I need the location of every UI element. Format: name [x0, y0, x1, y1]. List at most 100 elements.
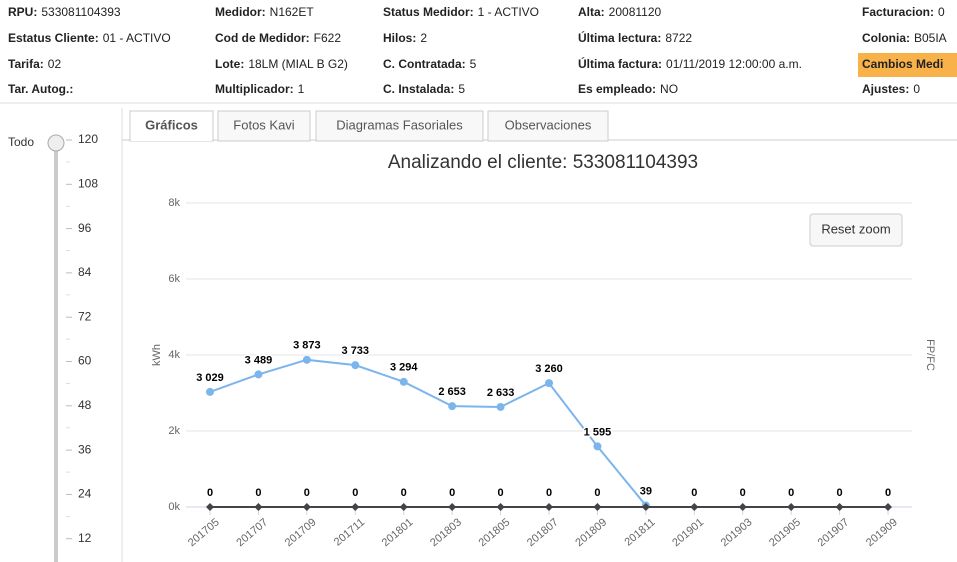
- tab[interactable]: [315, 110, 484, 142]
- point: [884, 503, 893, 511]
- tab-label[interactable]: Diagramas Fasoriales: [336, 117, 463, 132]
- field-value: 0: [913, 82, 920, 96]
- field-value: F622: [314, 31, 342, 45]
- field-value: 5: [458, 82, 465, 96]
- field-label: Cod de Medidor:: [215, 31, 310, 45]
- tab-label[interactable]: Observaciones: [505, 117, 592, 132]
- field-label: Status Medidor:: [383, 5, 474, 19]
- point: [641, 503, 650, 511]
- point: [448, 503, 457, 511]
- highlight-cell[interactable]: [858, 53, 957, 77]
- tab[interactable]: [487, 110, 609, 142]
- field-label: C. Contratada:: [383, 57, 466, 71]
- header-field: Alta: 20081120: [578, 5, 661, 19]
- point: [448, 402, 457, 411]
- field-value: 01/11/2019 12:00:00 a.m.: [666, 57, 802, 71]
- header-field: Colonia: B05IA: [862, 31, 947, 45]
- header-field: Status Medidor: 1 - ACTIVO: [383, 5, 539, 19]
- slider-tick-label: 120: [78, 132, 98, 146]
- field-label: Multiplicador:: [215, 82, 294, 96]
- tab[interactable]: [217, 110, 311, 142]
- field-label: Lote:: [215, 57, 244, 71]
- data-label: 3 029: [196, 372, 224, 384]
- field-label: Cambios Medi: [862, 57, 943, 71]
- field-label: Facturacion:: [862, 5, 934, 19]
- header-field: Hilos: 2: [383, 31, 427, 45]
- field-value: B05IA: [914, 31, 947, 45]
- point: [399, 377, 408, 386]
- header-field: Última lectura: 8722: [578, 30, 692, 45]
- reset-zoom-label[interactable]: Reset zoom: [821, 221, 890, 236]
- field-label: Ajustes:: [862, 82, 909, 96]
- y-tick-label: 0k: [168, 501, 180, 513]
- data-label: 0: [401, 487, 407, 499]
- slider-handle[interactable]: [47, 134, 65, 152]
- header-field: C. Instalada: 5: [383, 82, 465, 96]
- header-field: Ajustes: 0: [862, 82, 920, 96]
- header-field: Tarifa: 02: [8, 57, 61, 71]
- slider-label: Todo: [8, 135, 34, 149]
- point: [302, 355, 311, 364]
- y-tick-label: 2k: [168, 425, 180, 437]
- header-field: Estatus Cliente: 01 - ACTIVO: [8, 31, 171, 45]
- header-field: Lote: 18LM (MIAL B G2): [215, 57, 348, 71]
- tab[interactable]: [129, 110, 214, 142]
- field-value: 8722: [665, 31, 692, 45]
- data-label: 2 653: [438, 386, 466, 398]
- data-label: 0: [885, 487, 891, 499]
- point: [545, 503, 554, 511]
- point: [593, 503, 602, 511]
- header-field: Última factura: 01/11/2019 12:00:00 a.m.: [578, 56, 802, 71]
- tab-label[interactable]: Fotos Kavi: [233, 117, 295, 132]
- field-label: Estatus Cliente:: [8, 31, 99, 45]
- field-label: Última factura:: [578, 56, 662, 71]
- slider-tick-label: 84: [78, 265, 92, 279]
- point: [302, 503, 311, 511]
- slider-tick-label: 36: [78, 442, 92, 456]
- data-label: 1 595: [584, 426, 612, 438]
- field-value: 2: [420, 31, 427, 45]
- field-label: Es empleado:: [578, 82, 656, 96]
- point: [738, 503, 747, 511]
- field-label: C. Instalada:: [383, 82, 454, 96]
- field-label: Tarifa:: [8, 57, 44, 71]
- data-label: 0: [449, 487, 455, 499]
- field-value: 1 - ACTIVO: [478, 5, 539, 19]
- point: [351, 361, 360, 370]
- data-label: 3 489: [245, 354, 273, 366]
- header-field: Facturacion: 0: [862, 5, 945, 19]
- slider-tick-label: 12: [78, 531, 92, 545]
- data-label: 0: [546, 487, 552, 499]
- series-line: [209, 358, 647, 507]
- data-label: 0: [594, 487, 600, 499]
- point: [545, 379, 554, 388]
- tab-label[interactable]: Gráficos: [145, 117, 198, 132]
- field-value: 533081104393: [41, 5, 121, 19]
- point: [496, 402, 505, 411]
- y-tick-label: 6k: [168, 273, 180, 285]
- header-field: RPU: 533081104393: [8, 5, 121, 19]
- data-label: 39: [640, 485, 652, 497]
- field-label: Colonia:: [862, 31, 910, 45]
- field-label: Última lectura:: [578, 30, 661, 45]
- field-label: Medidor:: [215, 5, 266, 19]
- slider-tick-label: 60: [78, 354, 92, 368]
- field-label: RPU:: [8, 5, 37, 19]
- data-label: 3 260: [535, 363, 563, 375]
- point: [206, 503, 214, 511]
- reset-zoom-button[interactable]: [809, 213, 903, 247]
- data-label: 0: [207, 487, 213, 499]
- header-field: Cambios Medi: [862, 57, 943, 71]
- data-label: 2 633: [487, 387, 515, 399]
- point: [787, 503, 796, 511]
- field-value: 18LM (MIAL B G2): [248, 57, 348, 71]
- field-label: Alta:: [578, 5, 605, 19]
- field-label: Hilos:: [383, 31, 416, 45]
- header-field: Multiplicador: 1: [215, 82, 305, 96]
- point: [254, 503, 263, 511]
- field-value: 01 - ACTIVO: [103, 31, 171, 45]
- y2-axis-label: FP/FC: [924, 339, 936, 371]
- header-field: Es empleado: NO: [578, 82, 678, 96]
- data-label: 0: [691, 487, 697, 499]
